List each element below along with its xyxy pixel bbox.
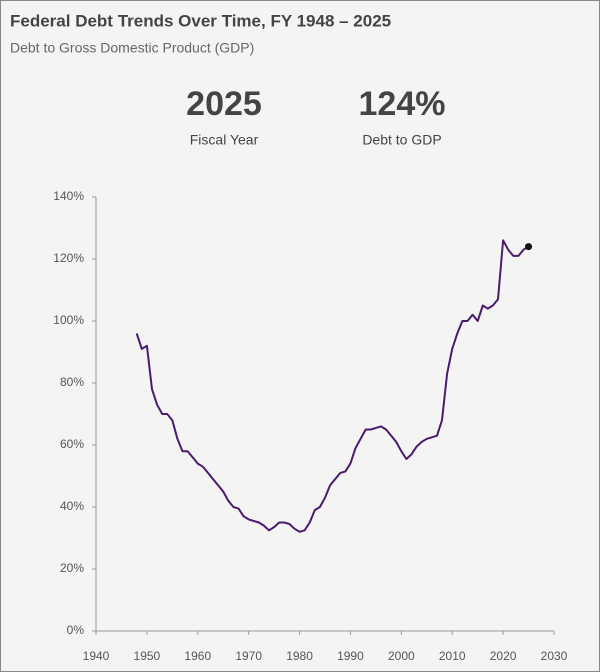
chart-subtitle: Debt to Gross Domestic Product (GDP) xyxy=(10,40,254,56)
y-tick-label: 120% xyxy=(53,251,84,265)
chart-title: Federal Debt Trends Over Time, FY 1948 –… xyxy=(10,11,391,30)
last-point xyxy=(525,243,533,251)
x-tick-label: 2020 xyxy=(490,649,517,663)
x-tick-label: 2030 xyxy=(541,649,568,663)
highlight-label: Debt to GDP xyxy=(362,132,441,148)
highlight-value: 2025 xyxy=(186,85,262,123)
highlight-value: 124% xyxy=(359,85,446,123)
x-tick-label: 1980 xyxy=(286,649,313,663)
data-line xyxy=(135,239,530,533)
x-tick-label: 2000 xyxy=(388,649,415,663)
x-tick-label: 1950 xyxy=(134,649,161,663)
y-tick-label: 20% xyxy=(60,561,84,575)
y-tick-label: 140% xyxy=(53,189,84,203)
y-tick-label: 80% xyxy=(60,375,84,389)
y-tick-label: 0% xyxy=(67,623,85,637)
highlight-label: Fiscal Year xyxy=(190,132,259,148)
y-tick-label: 60% xyxy=(60,437,84,451)
x-tick-label: 1940 xyxy=(83,649,110,663)
x-tick-label: 1960 xyxy=(184,649,211,663)
x-tick-label: 1970 xyxy=(235,649,262,663)
x-tick-label: 1990 xyxy=(337,649,364,663)
x-tick-label: 2010 xyxy=(439,649,466,663)
y-tick-label: 40% xyxy=(60,499,84,513)
y-tick-label: 100% xyxy=(53,313,84,327)
